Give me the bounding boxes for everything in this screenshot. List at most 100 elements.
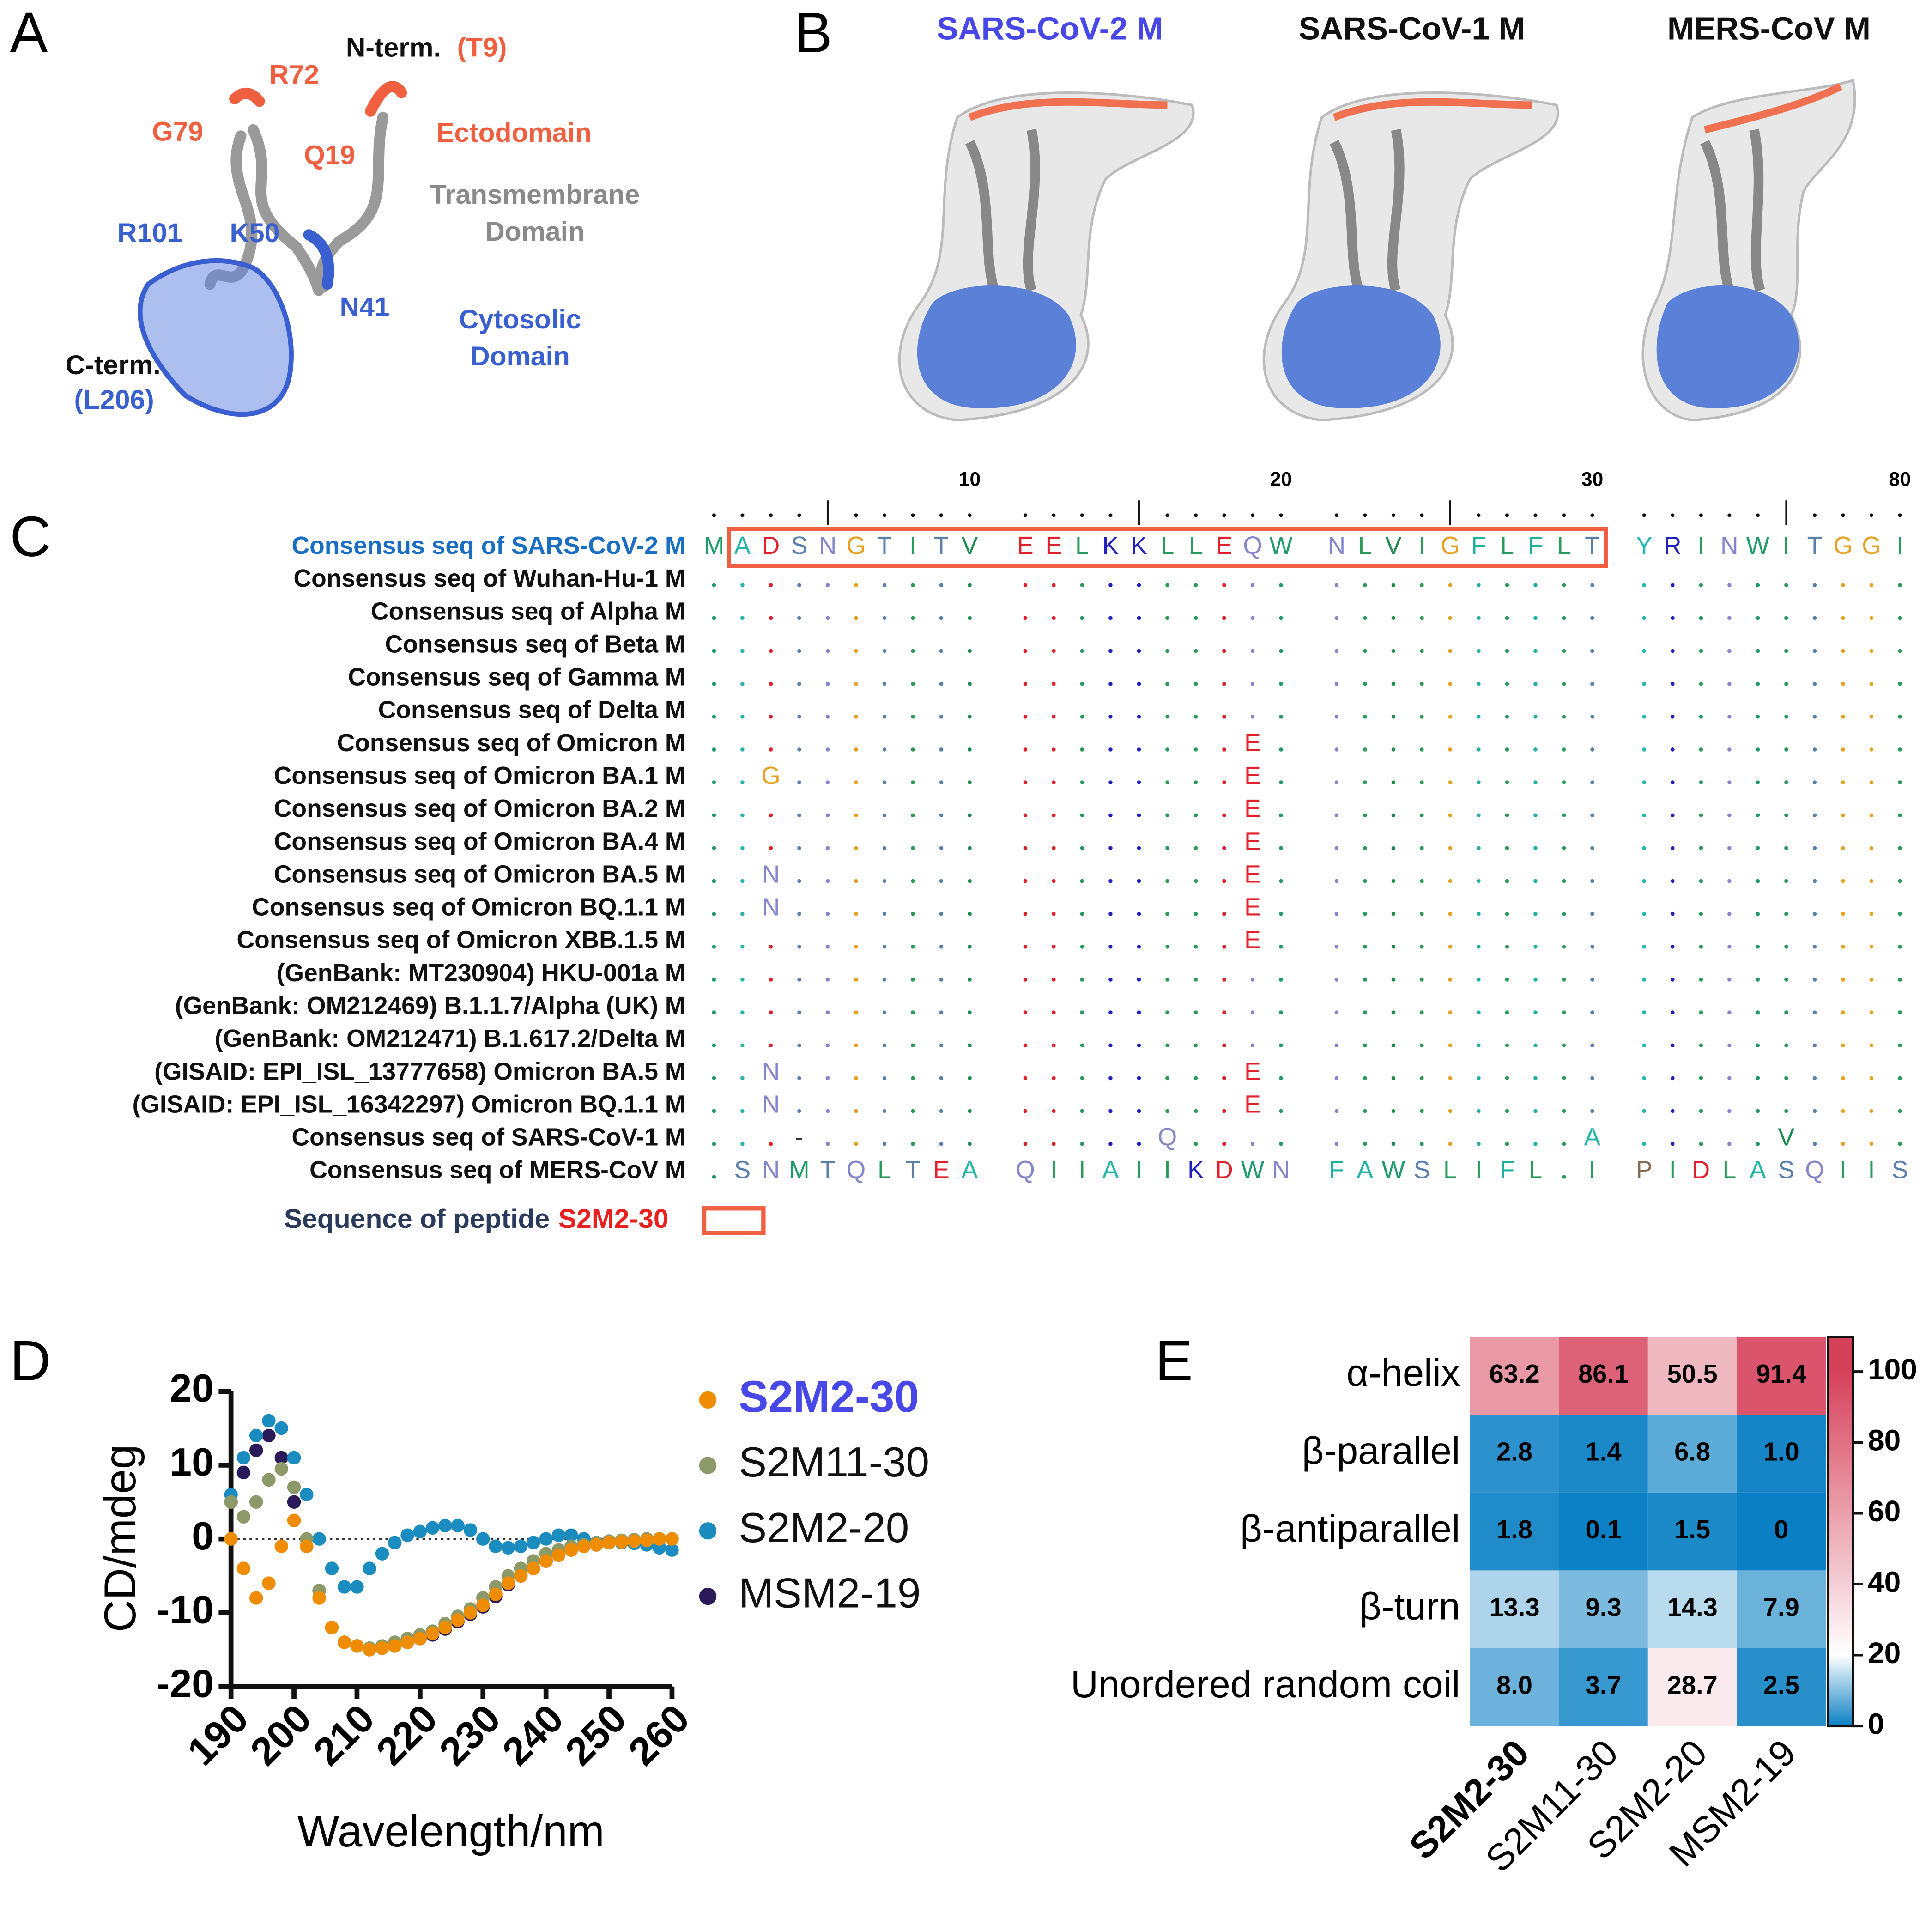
identity-dot xyxy=(1699,846,1703,850)
identity-dot xyxy=(1477,879,1481,883)
identity-dot xyxy=(1334,649,1339,653)
identity-dot xyxy=(1562,1175,1566,1179)
cell-label: 3.7 xyxy=(1586,1670,1622,1700)
residue: I xyxy=(1418,532,1425,559)
identity-dot xyxy=(1420,715,1424,719)
ruler-dot xyxy=(712,513,716,517)
identity-dot xyxy=(712,616,716,620)
y-tick-label: 10 xyxy=(170,1440,213,1484)
data-point xyxy=(589,1538,603,1552)
identity-dot xyxy=(769,747,773,752)
identity-dot xyxy=(1477,1142,1481,1146)
data-point xyxy=(388,1639,402,1653)
identity-dot xyxy=(1756,780,1760,784)
data-point xyxy=(249,1591,263,1605)
identity-dot xyxy=(1898,649,1902,653)
identity-dot xyxy=(1642,813,1647,817)
identity-dot xyxy=(1420,583,1424,587)
residue: N xyxy=(762,1058,780,1085)
residue: T xyxy=(905,1157,921,1184)
identity-dot xyxy=(1222,945,1226,949)
identity-dot xyxy=(1869,1076,1874,1081)
identity-dot xyxy=(1756,583,1760,587)
cell-label: 9.3 xyxy=(1586,1592,1622,1622)
identity-dot xyxy=(1671,681,1675,686)
identity-dot xyxy=(1108,813,1113,817)
identity-dot xyxy=(1671,649,1675,653)
identity-dot xyxy=(1727,846,1732,850)
identity-dot xyxy=(882,715,887,719)
residue: A xyxy=(962,1157,978,1184)
data-point xyxy=(413,1632,427,1646)
identity-dot xyxy=(1052,846,1056,850)
identity-dot xyxy=(1222,911,1226,916)
identity-dot xyxy=(1080,1142,1084,1146)
identity-dot xyxy=(854,1076,858,1081)
residue: N xyxy=(819,532,837,559)
identity-dot xyxy=(1756,649,1760,653)
identity-dot xyxy=(1448,1142,1453,1146)
heat-cell xyxy=(1559,1415,1648,1493)
identity-dot xyxy=(1727,1142,1732,1146)
identity-dot xyxy=(1052,978,1056,982)
identity-dot xyxy=(797,1010,801,1014)
identity-dot xyxy=(939,1076,944,1081)
identity-dot xyxy=(1841,715,1845,719)
residue: G xyxy=(1441,532,1460,559)
identity-dot xyxy=(769,649,773,653)
identity-dot xyxy=(1052,780,1056,784)
ruler-dot xyxy=(1334,513,1338,517)
identity-dot xyxy=(1533,978,1538,982)
identity-dot xyxy=(1222,879,1226,883)
ruler-label: 30 xyxy=(1581,468,1604,491)
identity-dot xyxy=(1812,1043,1817,1047)
ruler-dot xyxy=(1590,513,1594,517)
heat-cell xyxy=(1559,1648,1648,1726)
identity-dot xyxy=(1052,813,1056,817)
identity-dot xyxy=(1699,945,1703,949)
identity-dot xyxy=(1108,945,1113,949)
identity-dot xyxy=(1052,1109,1056,1113)
residue: S xyxy=(734,1157,751,1184)
identity-dot xyxy=(882,1142,887,1146)
sequence xyxy=(712,715,1902,719)
identity-dot xyxy=(712,1043,716,1047)
residue: L xyxy=(1189,532,1203,559)
residue: F xyxy=(1329,1157,1345,1184)
identity-dot xyxy=(1699,1076,1703,1081)
identity-dot xyxy=(769,1043,773,1047)
data-point xyxy=(312,1532,326,1546)
identity-dot xyxy=(1590,1109,1594,1113)
identity-dot xyxy=(712,1010,716,1014)
identity-dot xyxy=(1108,1109,1113,1113)
identity-dot xyxy=(1165,945,1169,949)
identity-dot xyxy=(1193,649,1198,653)
x-axis-label: Wavelength/nm xyxy=(297,1807,605,1856)
identity-dot xyxy=(854,945,858,949)
data-point xyxy=(539,1532,553,1546)
y-axis-label: CD/mdeg xyxy=(96,1445,145,1633)
identity-dot xyxy=(1671,715,1675,719)
identity-dot xyxy=(1671,583,1675,587)
identity-dot xyxy=(1533,649,1538,653)
identity-dot xyxy=(1590,1076,1594,1081)
identity-dot xyxy=(1363,616,1367,620)
identity-dot xyxy=(1137,1142,1141,1146)
identity-dot xyxy=(1222,1142,1226,1146)
identity-dot xyxy=(1420,978,1424,982)
residue: G xyxy=(1834,532,1853,559)
identity-dot xyxy=(882,1109,887,1113)
data-point xyxy=(249,1428,263,1443)
residue: L xyxy=(1161,532,1175,559)
identity-dot xyxy=(1699,715,1703,719)
identity-dot xyxy=(939,813,944,817)
identity-dot xyxy=(1448,813,1453,817)
identity-dot xyxy=(1334,813,1339,817)
identity-dot xyxy=(1448,583,1453,587)
sequence: E xyxy=(712,927,1902,954)
identity-dot xyxy=(1420,1109,1424,1113)
colorbar-label: 40 xyxy=(1868,1565,1901,1598)
data-point xyxy=(375,1547,389,1561)
identity-dot xyxy=(1279,681,1283,686)
